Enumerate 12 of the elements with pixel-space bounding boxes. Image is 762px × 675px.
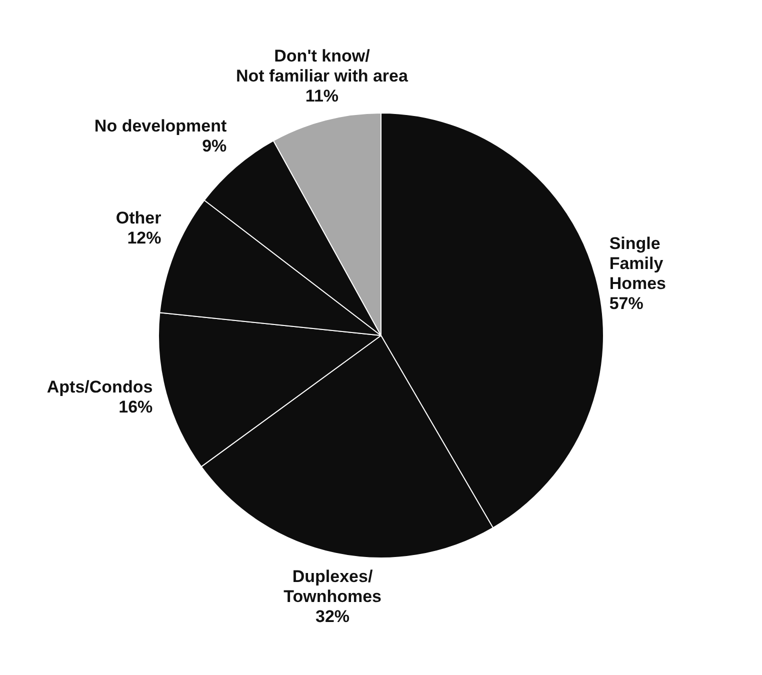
data-label: 16% [118,397,153,416]
slice-label: Apts/Condos [46,377,153,396]
data-label: 32% [316,607,350,626]
slice-label: No development [94,116,228,136]
slice-label: Other [116,208,162,228]
data-label: 9% [202,136,227,156]
slice-label: Single Family Homes [609,234,666,294]
data-label: 11% [305,86,339,106]
slice-label: Don't know/ Not familiar with area [236,46,408,86]
data-label: 57% [609,294,644,314]
slice-label: Duplexes/ Townhomes [284,567,382,606]
data-label: 12% [127,228,162,248]
